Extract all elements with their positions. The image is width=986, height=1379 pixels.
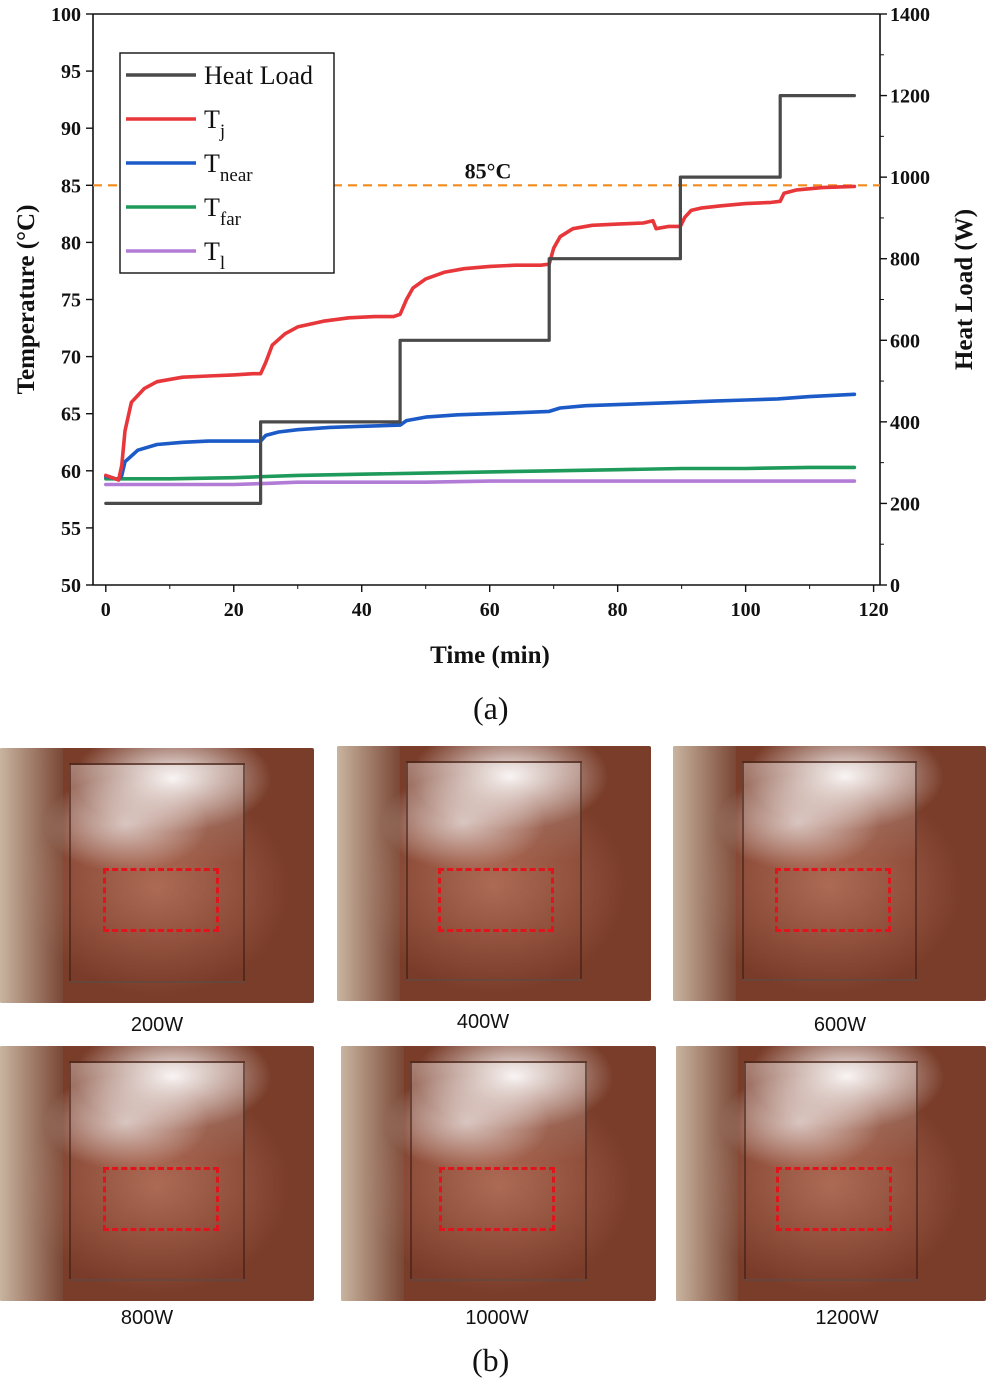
photo-1000w bbox=[341, 1046, 656, 1301]
y-right-tick-label: 400 bbox=[890, 412, 920, 434]
legend-label-2: Tnear bbox=[204, 149, 253, 186]
panel-label-b: (b) bbox=[472, 1342, 510, 1378]
series-line-tj bbox=[104, 184, 857, 482]
y-right-tick-label: 1400 bbox=[890, 4, 930, 26]
y-right-tick-label: 800 bbox=[890, 249, 920, 271]
caption-1000w: 1000W bbox=[465, 1307, 529, 1329]
roi-box bbox=[775, 868, 891, 932]
heater-plate bbox=[69, 763, 245, 983]
legend-label-3: Tfar bbox=[204, 193, 242, 230]
y-right-tick-label: 600 bbox=[890, 330, 920, 352]
x-tick-label: 60 bbox=[480, 599, 500, 621]
legend-label-0: Heat Load bbox=[204, 61, 313, 90]
panel-label-a: (a) bbox=[473, 690, 509, 726]
legend-label-1: Tj bbox=[204, 105, 225, 142]
caption-800w: 800W bbox=[120, 1307, 174, 1329]
series-line-tnear bbox=[104, 392, 857, 482]
photo-200w bbox=[0, 748, 314, 1003]
x-tick-label: 80 bbox=[608, 599, 628, 621]
caption-200w: 200W bbox=[130, 1014, 184, 1036]
y-left-tick-label: 55 bbox=[61, 518, 81, 540]
photo-lens-shade bbox=[337, 746, 400, 1001]
series-line-tl bbox=[104, 479, 857, 487]
caption-600w: 600W bbox=[813, 1014, 867, 1036]
y-right-tick-label: 1000 bbox=[890, 167, 930, 189]
x-tick-label: 120 bbox=[859, 599, 889, 621]
caption-1200w: 1200W bbox=[815, 1307, 879, 1329]
caption-400w: 400W bbox=[456, 1011, 510, 1033]
roi-box bbox=[776, 1167, 892, 1231]
y-right-axis-title: Heat Load (W) bbox=[951, 209, 978, 370]
y-left-tick-label: 85 bbox=[61, 175, 81, 197]
series-line-heat-load bbox=[104, 93, 857, 505]
photo-lens-shade bbox=[341, 1046, 404, 1301]
heater-plate bbox=[69, 1061, 245, 1281]
y-right-tick-label: 1200 bbox=[890, 86, 930, 108]
roi-box bbox=[438, 868, 554, 932]
roi-box bbox=[439, 1167, 555, 1231]
x-tick-label: 40 bbox=[352, 599, 372, 621]
y-left-tick-label: 50 bbox=[61, 575, 81, 597]
photo-600w bbox=[673, 746, 986, 1001]
photo-800w bbox=[0, 1046, 314, 1301]
legend-label-4: Tl bbox=[204, 237, 225, 274]
x-tick-label: 100 bbox=[731, 599, 761, 621]
x-tick-label: 20 bbox=[224, 599, 244, 621]
x-axis-title: Time (min) bbox=[430, 642, 550, 669]
roi-box bbox=[103, 1167, 219, 1231]
x-tick-label: 0 bbox=[101, 599, 111, 621]
y-left-tick-label: 100 bbox=[51, 4, 81, 26]
photo-lens-shade bbox=[0, 1046, 63, 1301]
reference-line-label: 85°C bbox=[465, 158, 512, 183]
photo-lens-shade bbox=[673, 746, 736, 1001]
y-left-tick-label: 90 bbox=[61, 118, 81, 140]
y-left-tick-label: 70 bbox=[61, 347, 81, 369]
photo-lens-shade bbox=[676, 1046, 738, 1301]
photo-400w bbox=[337, 746, 651, 1001]
photo-1200w bbox=[676, 1046, 986, 1301]
y-left-tick-label: 80 bbox=[61, 232, 81, 254]
y-left-tick-label: 95 bbox=[61, 61, 81, 83]
y-left-tick-label: 60 bbox=[61, 461, 81, 483]
photo-lens-shade bbox=[0, 748, 63, 1003]
heater-plate bbox=[744, 1061, 918, 1281]
y-left-axis-title: Temperature (°C) bbox=[13, 205, 40, 395]
roi-box bbox=[103, 868, 219, 932]
y-right-tick-label: 0 bbox=[890, 575, 900, 597]
y-right-tick-label: 200 bbox=[890, 493, 920, 515]
y-left-tick-label: 65 bbox=[61, 404, 81, 426]
y-left-tick-label: 75 bbox=[61, 290, 81, 312]
series-line-tfar bbox=[104, 465, 857, 481]
chart-a: 0 20 40 60 80 100 1205055606570758085909510002… bbox=[13, 4, 978, 669]
